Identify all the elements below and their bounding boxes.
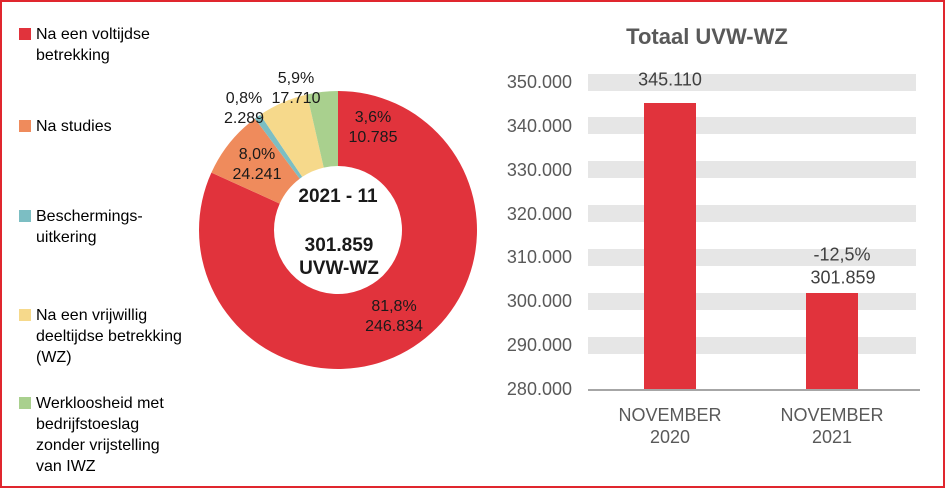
donut-slice-4: [307, 91, 338, 168]
donut-slice-2: [254, 114, 303, 179]
y-axis-tick-label: 330.000: [506, 159, 572, 180]
x-axis-category-label: NOVEMBER 2021: [780, 405, 884, 447]
gridline-band: [588, 161, 916, 179]
donut-slice-label-2: 0,8% 2.289: [223, 90, 265, 127]
donut-slice-label-4: 3,6% 10.785: [348, 109, 398, 146]
x-axis-line: [588, 389, 920, 391]
bar-november-2021: [806, 293, 858, 389]
bar-value-label: 345.110: [638, 69, 702, 90]
chart-title: Totaal UVW-WZ: [626, 24, 788, 49]
donut-slice-label-3: 5,9% 17.710: [271, 70, 321, 107]
donut-slice-label-0: 81,8% 246.834: [365, 298, 423, 335]
legend-item-bedrijfstoeslag: Werkloosheid met bedrijfstoeslag zonder …: [19, 393, 201, 477]
legend-swatch: [19, 397, 31, 409]
legend-item-label: Na studies: [36, 118, 112, 135]
x-axis-category-label: NOVEMBER 2020: [618, 405, 722, 447]
legend-item-label: Beschermings- uitkering: [36, 208, 143, 246]
legend-swatch: [19, 120, 31, 132]
legend-swatch: [19, 309, 31, 321]
donut-center-period: 2021 - 11: [298, 186, 378, 207]
y-axis-tick-label: 300.000: [506, 291, 572, 312]
donut-center-caption: UVW-WZ: [299, 258, 379, 279]
legend-swatch: [19, 28, 31, 40]
bar-november-2020: [644, 103, 696, 389]
donut-slice-1: [211, 118, 300, 204]
y-axis-tick-label: 320.000: [506, 203, 572, 224]
bar-value-label: 301.859: [810, 267, 876, 288]
legend-item-na-studies: Na studies: [19, 116, 201, 137]
donut-slice-3: [260, 94, 324, 177]
legend-item-beschermingsuitkering: Beschermings- uitkering: [19, 206, 201, 248]
legend-swatch: [19, 210, 31, 222]
gridline-band: [588, 336, 916, 354]
legend-item-label: Werkloosheid met bedrijfstoeslag zonder …: [36, 395, 164, 475]
donut-slice-0: [198, 91, 477, 370]
donut-slice-label-1: 8,0% 24.241: [232, 146, 282, 183]
y-axis-tick-label: 280.000: [506, 379, 572, 399]
y-axis-tick-label: 310.000: [506, 247, 572, 268]
y-axis-tick-label: 290.000: [506, 335, 572, 356]
bar-value-label: -12,5%: [813, 244, 871, 265]
gridline-band: [588, 73, 916, 91]
donut-center-total: 301.859: [304, 235, 374, 256]
legend-item-vrijwillig-deeltijds: Na een vrijwillig deeltijdse betrekking …: [19, 305, 201, 368]
legend-item-label: Na een voltijdse betrekking: [36, 26, 150, 64]
gridline-band: [588, 292, 916, 310]
y-axis-tick-label: 350.000: [506, 72, 572, 92]
gridline-band: [588, 205, 916, 223]
legend-item-label: Na een vrijwillig deeltijdse betrekking …: [36, 307, 182, 366]
gridline-band: [588, 117, 916, 135]
y-axis-tick-label: 340.000: [506, 115, 572, 136]
legend-item-voltijdse-betrekking: Na een voltijdse betrekking: [19, 24, 201, 66]
